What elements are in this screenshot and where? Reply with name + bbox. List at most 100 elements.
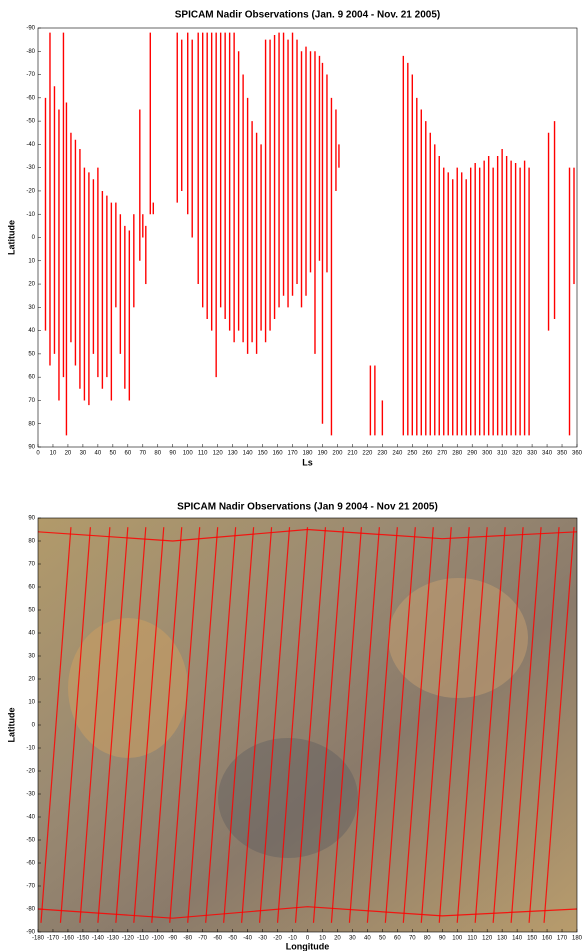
x-tick-label: 150 bbox=[258, 451, 269, 457]
ground-track bbox=[438, 527, 470, 923]
x-tick-label: 100 bbox=[452, 936, 463, 942]
x-tick-label: -160 bbox=[62, 936, 75, 942]
y-tick-label: 10 bbox=[28, 700, 35, 706]
ground-track bbox=[37, 528, 578, 542]
x-tick-label: -130 bbox=[107, 936, 120, 942]
ground-track bbox=[330, 527, 362, 923]
y-tick-label: 70 bbox=[28, 562, 35, 568]
x-tick-label: -40 bbox=[243, 936, 252, 942]
y-tick-label: 80 bbox=[28, 421, 35, 427]
x-tick-label: 10 bbox=[50, 451, 57, 457]
x-tick-label: 250 bbox=[407, 451, 418, 457]
x-tick-label: 0 bbox=[306, 936, 310, 942]
y-axis-label: Latitude bbox=[6, 708, 16, 743]
x-tick-label: -110 bbox=[137, 936, 149, 942]
y-tick-label: 60 bbox=[28, 375, 35, 381]
ground-track bbox=[510, 527, 542, 923]
x-tick-label: 200 bbox=[332, 451, 343, 457]
x-tick-label: -100 bbox=[152, 936, 165, 942]
ground-track bbox=[420, 527, 452, 923]
y-tick-label: 0 bbox=[32, 235, 36, 241]
y-tick-label: 50 bbox=[28, 351, 35, 357]
x-tick-label: 50 bbox=[110, 451, 117, 457]
x-tick-label: 130 bbox=[228, 451, 239, 457]
x-tick-label: 20 bbox=[65, 451, 72, 457]
x-tick-label: 90 bbox=[439, 936, 446, 942]
y-axis-label: Latitude bbox=[6, 220, 16, 255]
ground-track bbox=[366, 527, 398, 923]
y-tick-label: -10 bbox=[26, 746, 35, 752]
x-axis-label: Longitude bbox=[286, 941, 330, 951]
x-tick-label: 300 bbox=[482, 451, 493, 457]
x-tick-label: 40 bbox=[364, 936, 371, 942]
y-tick-label: -60 bbox=[26, 95, 35, 101]
chart-title: SPICAM Nadir Observations (Jan 9 2004 - … bbox=[177, 502, 438, 513]
x-tick-label: 100 bbox=[183, 451, 194, 457]
x-tick-label: -150 bbox=[77, 936, 90, 942]
plot-frame bbox=[37, 27, 578, 448]
ground-track bbox=[59, 527, 92, 923]
ground-track bbox=[241, 527, 273, 923]
x-tick-label: -80 bbox=[183, 936, 192, 942]
y-tick-label: 30 bbox=[28, 305, 35, 311]
y-tick-label: 80 bbox=[28, 539, 35, 545]
x-tick-label: 260 bbox=[422, 451, 433, 457]
plot-frame bbox=[37, 517, 578, 933]
ground-track bbox=[294, 527, 327, 923]
ground-track bbox=[348, 527, 380, 923]
x-tick-label: 150 bbox=[527, 936, 538, 942]
x-tick-label: -60 bbox=[213, 936, 222, 942]
ground-track bbox=[276, 527, 309, 923]
ground-track bbox=[79, 527, 111, 923]
y-tick-label: 40 bbox=[28, 631, 35, 637]
x-tick-label: -30 bbox=[258, 936, 267, 942]
y-tick-label: -40 bbox=[26, 142, 35, 148]
x-tick-label: 350 bbox=[557, 451, 568, 457]
x-tick-label: -120 bbox=[122, 936, 135, 942]
ground-track bbox=[258, 527, 291, 923]
x-tick-label: 50 bbox=[379, 936, 386, 942]
x-tick-label: 80 bbox=[424, 936, 431, 942]
x-tick-label: 170 bbox=[288, 451, 299, 457]
ground-track bbox=[187, 527, 219, 923]
x-tick-label: 170 bbox=[557, 936, 568, 942]
x-tick-label: -170 bbox=[47, 936, 60, 942]
x-tick-label: 30 bbox=[349, 936, 356, 942]
ground-track bbox=[37, 906, 578, 919]
y-tick-label: -30 bbox=[26, 165, 35, 171]
x-tick-label: 60 bbox=[394, 936, 401, 942]
x-tick-label: 160 bbox=[273, 451, 284, 457]
ground-track bbox=[133, 527, 165, 923]
x-tick-label: 320 bbox=[512, 451, 523, 457]
ground-track bbox=[169, 527, 201, 923]
ground-track bbox=[402, 527, 434, 923]
x-tick-label: 290 bbox=[467, 451, 478, 457]
ground-track bbox=[456, 527, 488, 923]
y-tick-label: 60 bbox=[28, 585, 35, 591]
x-tick-label: 40 bbox=[95, 451, 102, 457]
x-tick-label: 120 bbox=[213, 451, 224, 457]
y-tick-label: 50 bbox=[28, 608, 35, 614]
x-tick-label: 310 bbox=[497, 451, 508, 457]
x-tick-label: 280 bbox=[452, 451, 463, 457]
x-tick-label: 160 bbox=[542, 936, 553, 942]
ground-track bbox=[312, 527, 345, 923]
y-tick-label: 0 bbox=[32, 723, 36, 729]
x-tick-label: 180 bbox=[302, 451, 313, 457]
y-tick-label: 90 bbox=[28, 516, 35, 522]
x-tick-label: 20 bbox=[334, 936, 341, 942]
x-tick-label: 190 bbox=[317, 451, 328, 457]
y-tick-label: -50 bbox=[26, 119, 35, 125]
y-tick-label: 70 bbox=[28, 398, 35, 404]
y-tick-label: -50 bbox=[26, 838, 35, 844]
ground-track bbox=[543, 527, 575, 923]
x-tick-label: -20 bbox=[273, 936, 282, 942]
x-tick-label: 360 bbox=[572, 451, 583, 457]
x-tick-label: -70 bbox=[198, 936, 207, 942]
y-tick-label: -20 bbox=[26, 769, 35, 775]
map-region bbox=[68, 618, 188, 758]
x-tick-label: 220 bbox=[362, 451, 373, 457]
y-tick-label: -60 bbox=[26, 861, 35, 867]
y-tick-label: -80 bbox=[26, 49, 35, 55]
x-tick-label: 110 bbox=[467, 936, 477, 942]
